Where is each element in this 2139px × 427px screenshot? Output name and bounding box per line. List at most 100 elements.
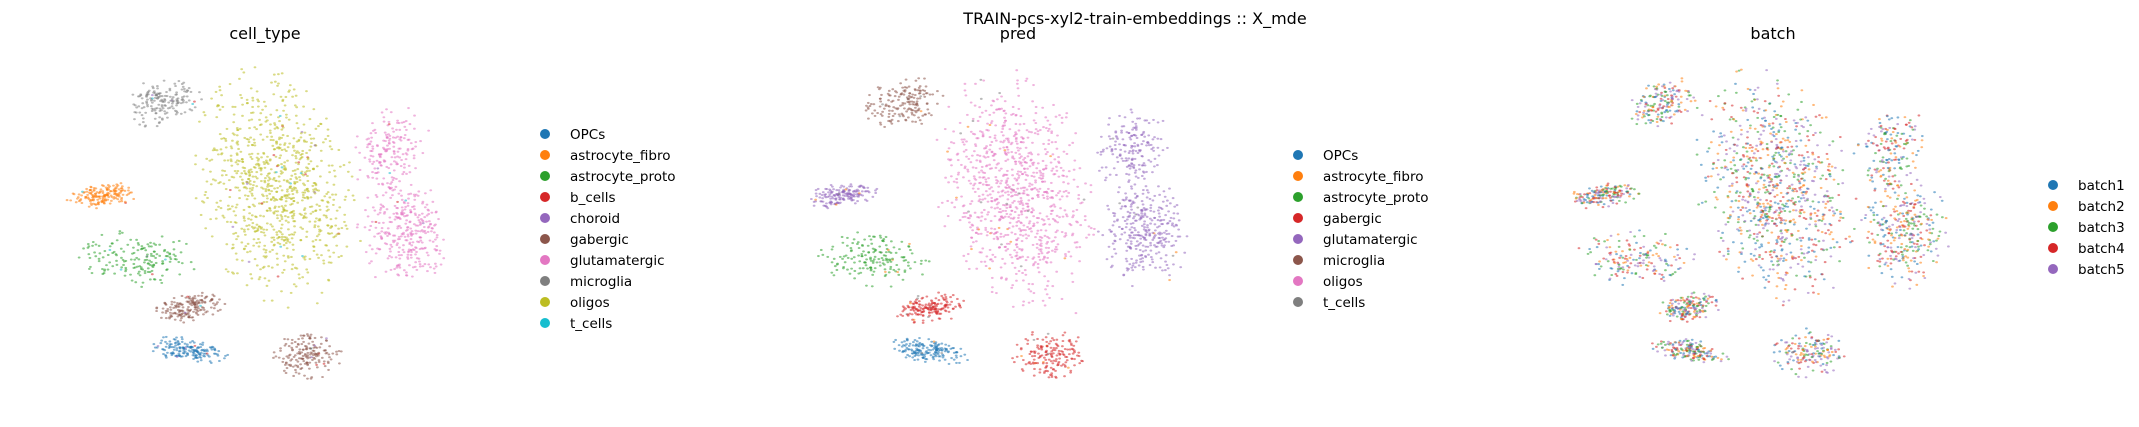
scatter-point [364,209,367,212]
scatter-point [374,220,378,224]
scatter-point [199,213,203,217]
scatter-point [907,264,910,267]
scatter-point [311,184,315,187]
scatter-point [121,193,125,196]
scatter-point [1172,263,1175,266]
scatter-point [1130,284,1134,288]
scatter-point [330,232,334,235]
scatter-point [224,354,227,357]
scatter-point [1028,165,1032,168]
scatter-point [1015,251,1019,254]
scatter-point [276,217,279,220]
scatter-point [938,317,942,320]
scatter-point [141,121,145,124]
scatter-point [887,105,891,108]
scatter-point [1055,338,1059,341]
scatter-point [154,256,157,259]
scatter-point [1020,354,1023,358]
scatter-point [994,139,998,142]
scatter-point [296,342,300,345]
scatter-point [971,117,975,120]
scatter-point [276,210,280,213]
scatter-point [404,239,408,242]
scatter-point [1133,215,1136,218]
scatter-point [308,220,312,223]
scatter-point [1072,178,1076,181]
scatter-point [303,140,306,143]
scatter-point [432,231,436,234]
scatter-point [1161,236,1164,239]
scatter-point [179,319,182,322]
scatter-point [891,88,895,91]
scatter-point [1788,210,1792,213]
scatter-point [306,354,310,357]
scatter-point [934,353,937,356]
scatter-point [247,138,250,141]
scatter-point [359,239,362,242]
scatter-point [304,173,307,176]
scatter-point [194,163,197,166]
scatter-point [385,108,388,111]
scatter-point [1120,125,1124,128]
scatter-point [915,301,918,304]
scatter-point [1009,240,1013,243]
scatter-point [118,232,122,235]
scatter-point [389,196,393,199]
scatter-point [986,194,990,197]
scatter-point [832,257,836,260]
scatter-point [144,111,148,114]
scatter-point [192,352,196,355]
scatter-point [1160,222,1163,226]
scatter-point [975,159,979,162]
scatter-point [299,239,303,242]
scatter-point [137,95,140,98]
scatter-point [309,212,313,215]
scatter-point [1049,155,1052,158]
scatter-point [1035,171,1039,174]
scatter-point [380,164,383,167]
scatter-point [398,257,402,260]
scatter-point [350,175,354,178]
scatter-point [96,198,100,201]
scatter-point [1134,122,1138,125]
scatter-point [396,207,399,210]
scatter-point [1806,251,1809,255]
scatter-point [984,180,988,183]
scatter-point [1060,121,1064,124]
scatter-point [374,171,377,175]
scatter-point [1022,224,1026,227]
scatter-point [935,312,939,315]
scatter-point [1017,176,1021,179]
scatter-point [889,265,893,269]
scatter-point [1020,210,1023,213]
scatter-point [916,308,919,311]
scatter-point [229,160,233,163]
scatter-point [930,300,934,303]
scatter-point [1021,234,1025,237]
scatter-point [888,94,892,97]
scatter-point [1015,224,1019,227]
scatter-point [909,248,912,252]
scatter-point [275,171,278,174]
scatter-point [308,133,312,136]
scatter-point [878,97,882,100]
scatter-point [122,260,126,263]
scatter-point [327,261,331,264]
scatter-point [146,105,150,108]
scatter-point [245,224,249,227]
scatter-point [282,357,285,360]
scatter-point [925,102,929,105]
scatter-point [1132,211,1136,214]
scatter-point [406,253,410,256]
scatter-point [315,189,318,192]
scatter-point [1147,159,1151,162]
scatter-point [1033,351,1037,355]
scatter-point [1034,261,1037,264]
scatter-point [1164,229,1168,232]
scatter-point [293,149,296,152]
scatter-point [887,112,891,115]
scatter-point [1129,185,1133,188]
scatter-point [404,158,408,161]
scatter-point [1102,148,1105,151]
scatter-point [208,159,212,162]
